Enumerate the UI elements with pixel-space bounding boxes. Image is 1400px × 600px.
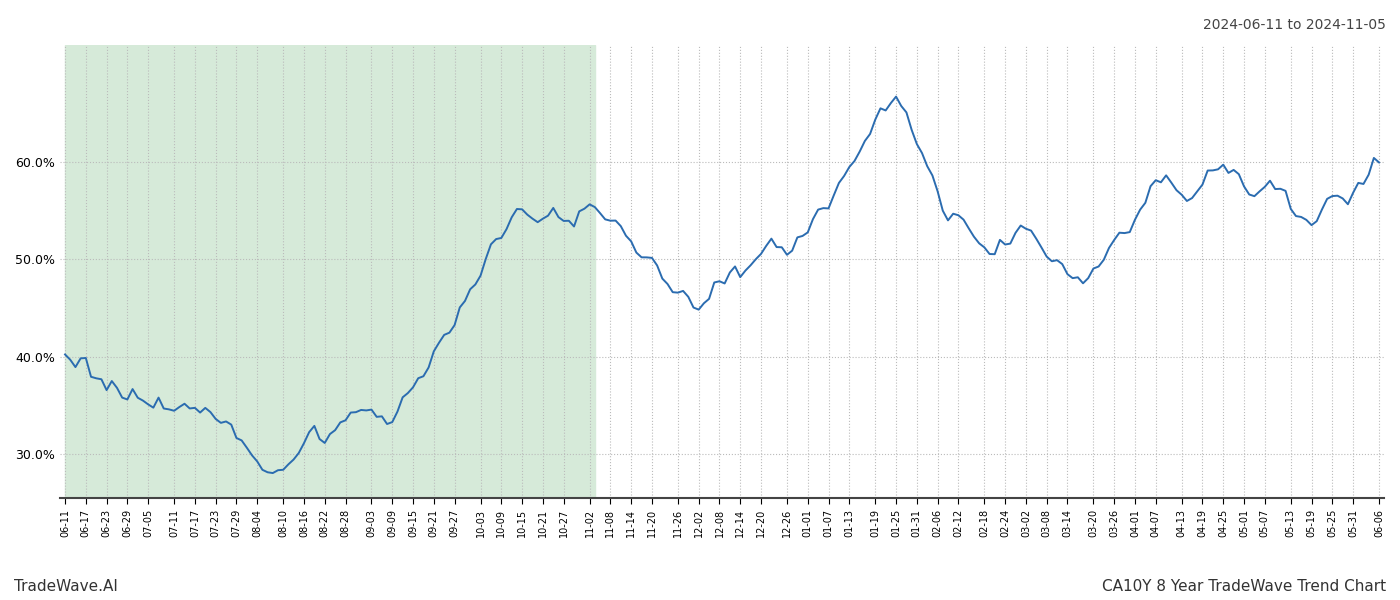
Text: TradeWave.AI: TradeWave.AI [14,579,118,594]
Text: CA10Y 8 Year TradeWave Trend Chart: CA10Y 8 Year TradeWave Trend Chart [1102,579,1386,594]
Text: 2024-06-11 to 2024-11-05: 2024-06-11 to 2024-11-05 [1203,18,1386,32]
Bar [64,45,595,498]
